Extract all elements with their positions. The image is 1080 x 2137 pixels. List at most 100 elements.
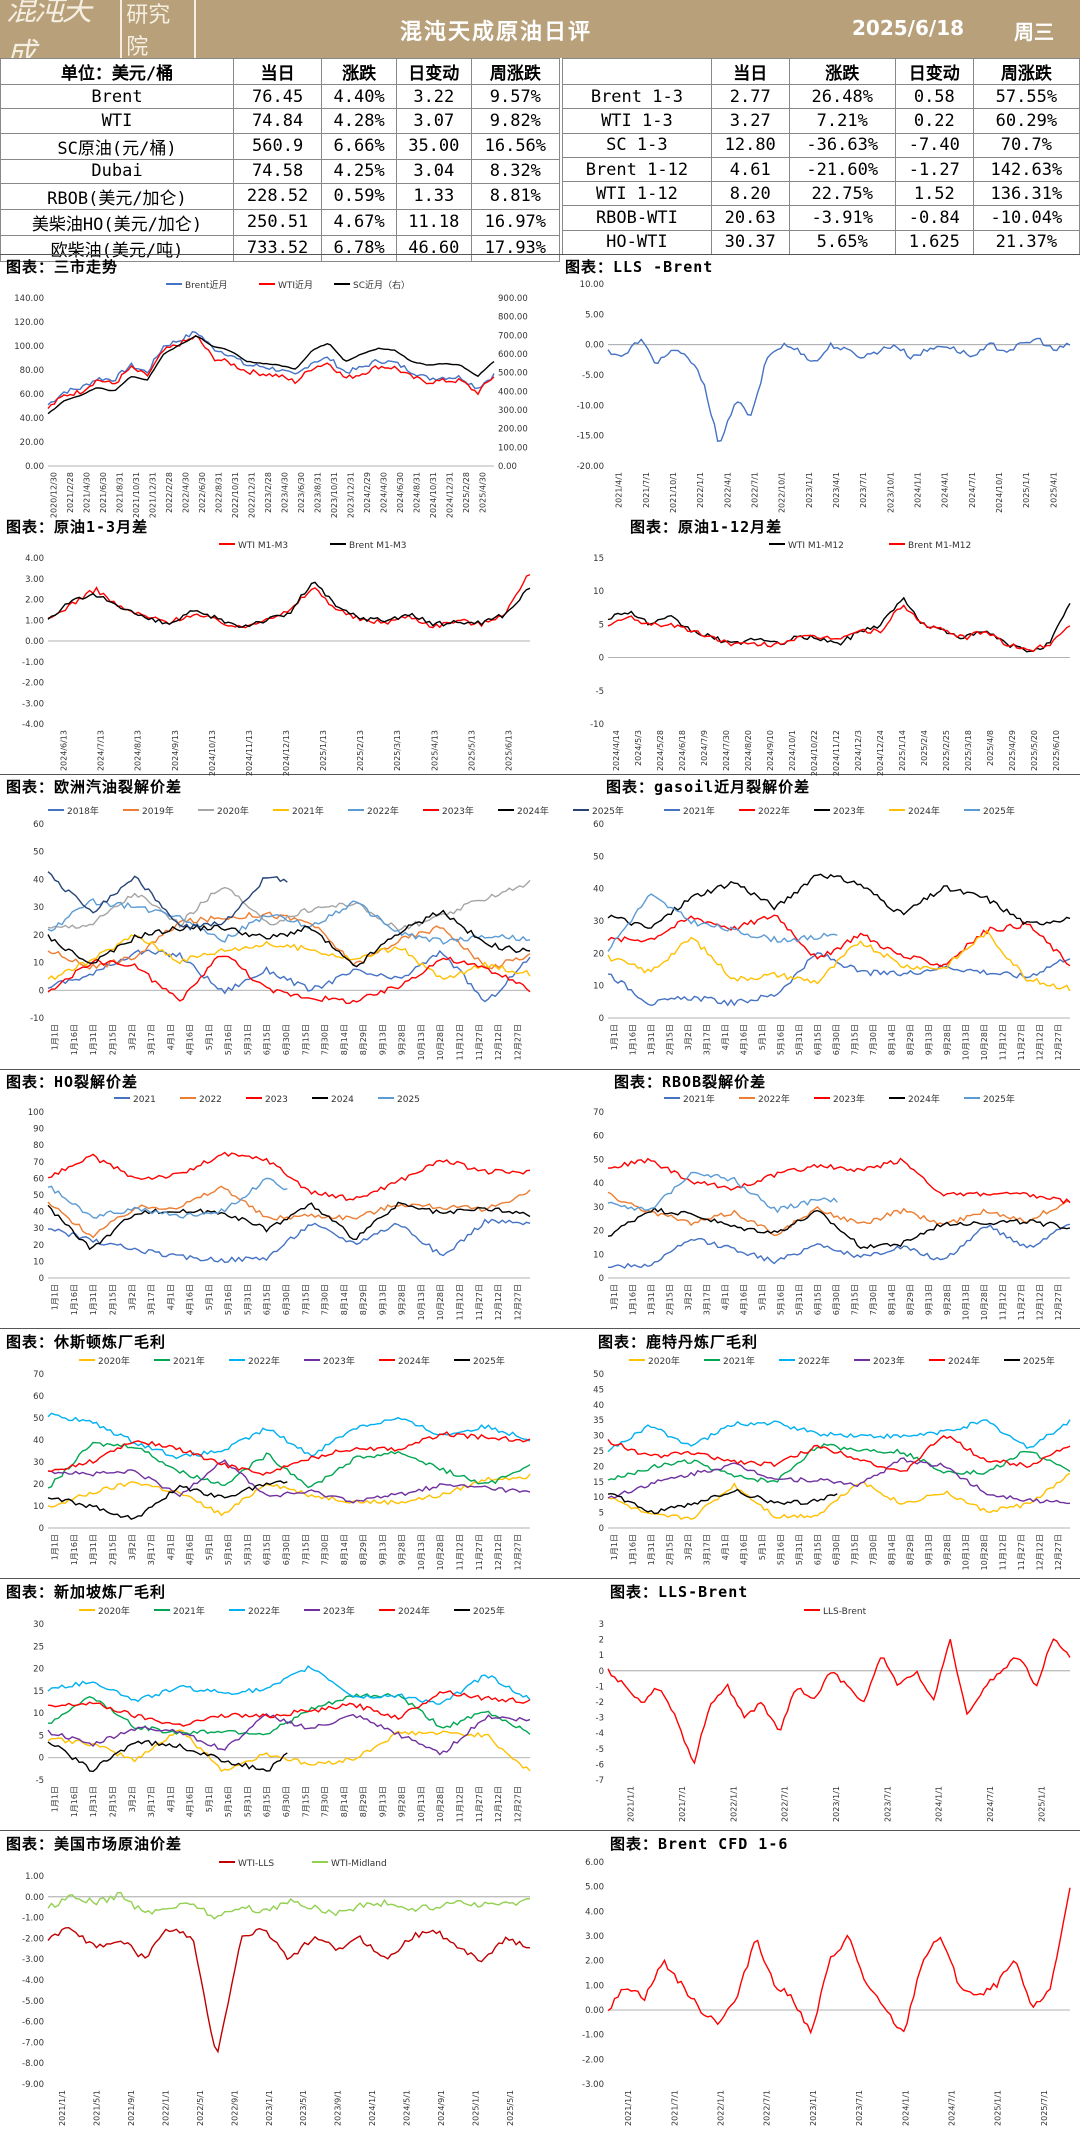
x-tick-label: 2021/6/30 bbox=[99, 472, 108, 513]
table-cell: 0.59% bbox=[321, 182, 397, 210]
table-cell: 美柴油HO(美元/加仑) bbox=[0, 208, 234, 236]
x-tick-label: 10月28日 bbox=[436, 1534, 445, 1570]
x-tick-label: 2024/12/24 bbox=[876, 730, 885, 776]
x-tick-label: 10月13日 bbox=[961, 1284, 970, 1320]
table-cell: 11.18 bbox=[395, 208, 472, 236]
y-tick-label: 20 bbox=[33, 931, 44, 941]
x-tick-label: 3月17日 bbox=[147, 1284, 156, 1315]
x-tick-label: 2024/5/3 bbox=[634, 730, 643, 766]
y-tick-label: 10 bbox=[33, 959, 44, 969]
x-tick-label: 2024/7/1 bbox=[948, 2090, 957, 2126]
x-tick-label: 9月28日 bbox=[398, 1024, 407, 1055]
series-line bbox=[47, 1218, 531, 1264]
x-tick-label: 2021/10/31 bbox=[132, 472, 141, 518]
table-cell: 70.7% bbox=[972, 132, 1080, 158]
x-tick-label: 2022/6/30 bbox=[198, 472, 207, 513]
section-title-1: 图表：三市走势 bbox=[6, 258, 119, 276]
series-line bbox=[47, 1185, 531, 1239]
x-tick-label: 12月27日 bbox=[513, 1534, 522, 1570]
x-tick-label: 2025/1/13 bbox=[319, 730, 328, 771]
x-tick-label: 4月1日 bbox=[721, 1284, 730, 1310]
legend-label: 2022年 bbox=[248, 1605, 280, 1617]
y-tick-label: 60 bbox=[593, 1132, 604, 1142]
x-tick-label: 2025/2/4 bbox=[920, 730, 929, 766]
x-tick-label: 8月29日 bbox=[359, 1786, 368, 1817]
y-tick-label: 0 bbox=[599, 1524, 604, 1534]
table-cell: 欧柴油(美元/吨) bbox=[0, 234, 234, 262]
x-tick-label: 4月16日 bbox=[186, 1024, 195, 1055]
x-tick-label: 2025/2/13 bbox=[356, 730, 365, 771]
legend-label: 2020年 bbox=[648, 1355, 680, 1367]
series-line bbox=[47, 898, 531, 945]
x-tick-label: 3月17日 bbox=[147, 1534, 156, 1565]
x-tick-label: 2025/1/1 bbox=[1037, 1786, 1046, 1822]
table-row: HO-WTI 30.37 5.65% 1.625 21.37% bbox=[562, 229, 1080, 256]
table-cell: Brent 1-12 bbox=[562, 156, 712, 183]
table-cell: 46.60 bbox=[395, 234, 472, 262]
x-tick-label: 2025/1/14 bbox=[898, 730, 907, 771]
y-tick-label: 0.00 bbox=[585, 341, 604, 351]
company-logo: 混沌天成 研究院 bbox=[6, 0, 196, 72]
y-tick-label: -10.00 bbox=[577, 401, 604, 411]
x-tick-label: 7月30日 bbox=[869, 1284, 878, 1315]
legend-label: 2023 bbox=[265, 1095, 288, 1105]
x-tick-label: 3月2日 bbox=[128, 1786, 137, 1812]
y-tick-label: -1.00 bbox=[22, 658, 44, 668]
x-tick-label: 2024/9/10 bbox=[766, 730, 775, 771]
chart-lls-brent-bottom: LLS-Brent 3 2 1 0 -1 -2 -3 -4 -5 -6 -7 2021/1/1 2021/… bbox=[596, 1607, 1071, 1822]
series-line bbox=[47, 331, 495, 406]
x-tick-label: 10月13日 bbox=[417, 1534, 426, 1570]
x-tick-label: 2023/1/1 bbox=[265, 2090, 274, 2126]
x-tick-label: 2024/10/22 bbox=[810, 730, 819, 776]
x-tick-label: 3月17日 bbox=[703, 1024, 712, 1055]
x-tick-label: 11月12日 bbox=[998, 1534, 1007, 1570]
x-tick-label: 12月12日 bbox=[1035, 1024, 1044, 1060]
y-tick-label: 60 bbox=[33, 1174, 44, 1184]
table-cell: SC 1-3 bbox=[562, 132, 712, 158]
y-tick-label: 100.00 bbox=[14, 342, 44, 352]
table-cell: WTI bbox=[0, 108, 234, 134]
x-tick-label: 7月30日 bbox=[321, 1786, 330, 1817]
legend-label: 2024年 bbox=[908, 805, 940, 817]
x-tick-label: 11月27日 bbox=[475, 1284, 484, 1320]
x-tick-label: 2023/1/1 bbox=[832, 1786, 841, 1822]
y-tick-label: 20 bbox=[33, 1241, 44, 1251]
x-tick-label: 2025/2/25 bbox=[942, 730, 951, 771]
x-tick-label: 12月12日 bbox=[494, 1786, 503, 1822]
chart-houston-margin: 2020年 2021年 2022年 2023年 2024年 2025年 70 60 50 40 30… bbox=[33, 1355, 531, 1570]
y2-tick-label: 0.00 bbox=[498, 462, 517, 472]
y-tick-label: 0 bbox=[39, 1754, 44, 1764]
x-tick-label: 2024/10/31 bbox=[429, 472, 438, 518]
x-tick-label: 8月14日 bbox=[340, 1786, 349, 1817]
y-tick-label: 60 bbox=[33, 1392, 44, 1402]
series-line bbox=[48, 1693, 531, 1736]
x-tick-label: 5月31日 bbox=[243, 1024, 252, 1055]
x-tick-label: 2025/5/13 bbox=[467, 730, 476, 771]
x-tick-label: 2024/7/1 bbox=[986, 1786, 995, 1822]
chart-brent-cfd: 6.00 5.00 4.00 3.00 2.00 1.00 0.00 -1.00 -2.00 -3… bbox=[582, 1858, 1071, 2126]
x-tick-label: 1月1日 bbox=[51, 1284, 60, 1310]
table-cell: 5.65% bbox=[788, 229, 896, 256]
x-tick-label: 6月15日 bbox=[814, 1284, 823, 1315]
x-tick-label: 2024/1/1 bbox=[935, 1786, 944, 1822]
x-tick-label: 2024/9/13 bbox=[171, 730, 180, 771]
x-tick-label: 2月15日 bbox=[108, 1284, 117, 1315]
x-tick-label: 5月1日 bbox=[205, 1534, 214, 1560]
report-date: 2025/6/18 bbox=[852, 16, 965, 40]
x-tick-label: 2023/7/1 bbox=[855, 2090, 864, 2126]
table-cell: 20.63 bbox=[710, 205, 790, 231]
legend-label: 2021 bbox=[133, 1095, 156, 1105]
table-cell: 57.55% bbox=[972, 83, 1080, 110]
x-tick-label: 2025/4/13 bbox=[430, 730, 439, 771]
table-header-cell: 涨跌 bbox=[321, 58, 397, 85]
y-tick-label: 30 bbox=[593, 917, 604, 927]
series-line bbox=[47, 1473, 531, 1517]
legend-label: 2021年 bbox=[723, 1355, 755, 1367]
x-tick-label: 10月28日 bbox=[436, 1284, 445, 1320]
y-tick-label: 0.00 bbox=[25, 637, 44, 647]
x-tick-label: 1月16日 bbox=[70, 1024, 79, 1055]
legend-label: 2022 bbox=[199, 1095, 222, 1105]
table-cell: 26.48% bbox=[788, 83, 896, 110]
x-tick-label: 2025/4/1 bbox=[1049, 472, 1058, 508]
x-tick-label: 9月28日 bbox=[398, 1786, 407, 1817]
